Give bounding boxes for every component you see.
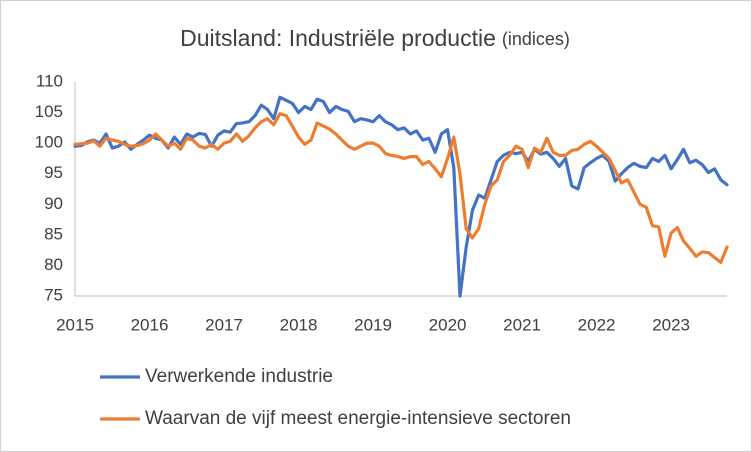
x-tick-label: 2018 xyxy=(280,315,318,334)
y-tick-label: 75 xyxy=(44,285,63,304)
x-tick-label: 2023 xyxy=(652,315,690,334)
y-tick-label: 90 xyxy=(44,194,63,213)
legend-label: Waarvan de vijf meest energie-intensieve… xyxy=(145,408,571,429)
y-tick-label: 105 xyxy=(35,102,63,121)
x-tick-label: 2020 xyxy=(429,315,467,334)
chart-title: Duitsland: Industriële productie xyxy=(180,25,496,51)
y-tick-label: 95 xyxy=(44,163,63,182)
x-tick-label: 2016 xyxy=(131,315,169,334)
legend-label: Verwerkende industrie xyxy=(145,366,333,387)
chart-subtitle: (indices) xyxy=(502,29,570,49)
series-line xyxy=(73,112,729,264)
chart-title-group: Duitsland: Industriële productie (indices… xyxy=(180,25,570,51)
y-tick-label: 100 xyxy=(35,133,63,152)
y-tick-label: 85 xyxy=(44,224,63,243)
x-tick-label: 2022 xyxy=(578,315,616,334)
x-tick-label: 2017 xyxy=(205,315,243,334)
y-tick-label: 110 xyxy=(36,71,63,90)
x-tick-label: 2021 xyxy=(503,315,541,334)
x-tick-label: 2019 xyxy=(354,315,392,334)
x-tick-label: 2015 xyxy=(56,315,94,334)
y-tick-label: 80 xyxy=(44,255,63,274)
